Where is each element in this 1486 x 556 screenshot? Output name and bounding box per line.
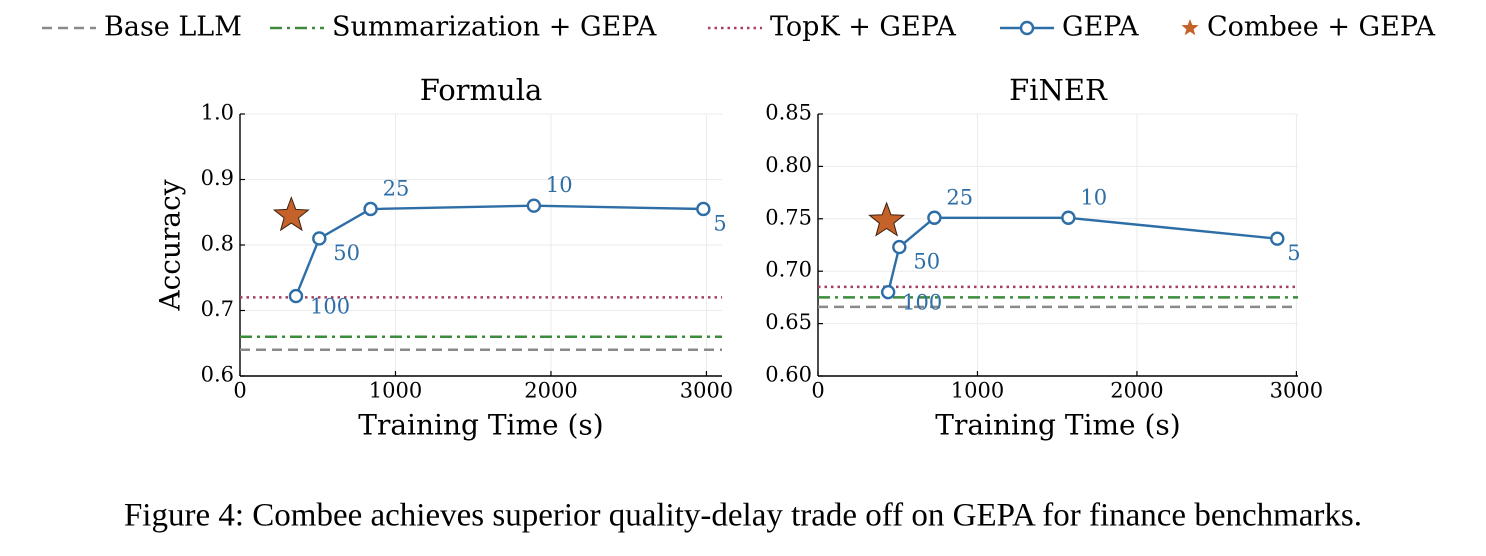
- data-point: [880, 284, 896, 300]
- legend-swatch: [1019, 20, 1035, 36]
- legend-label: Summarization + GEPA: [332, 12, 657, 43]
- data-point: [288, 288, 304, 304]
- y-tick-label: 0.65: [765, 310, 812, 334]
- point-label: 100: [902, 291, 942, 315]
- legend-label: Base LLM: [104, 12, 242, 43]
- y-tick-label: 0.7: [201, 297, 234, 321]
- data-point: [1061, 210, 1076, 225]
- point-label: 25: [946, 185, 973, 209]
- legend-label: Combee + GEPA: [1207, 12, 1436, 43]
- legend-label: GEPA: [1062, 12, 1139, 43]
- data-point: [696, 201, 711, 217]
- x-tick-label: 1000: [369, 379, 422, 403]
- data-point: [1270, 231, 1285, 246]
- x-tick-label: 2000: [1110, 379, 1163, 403]
- x-tick-label: 0: [233, 379, 246, 403]
- legend-label: TopK + GEPA: [770, 12, 956, 43]
- y-tick-label: 0.8: [201, 232, 234, 256]
- x-tick-label: 3000: [1270, 379, 1323, 403]
- point-label: 5: [1287, 241, 1300, 265]
- y-tick-label: 0.60: [765, 363, 812, 387]
- data-point: [927, 210, 942, 225]
- subplot-title: FiNER: [1009, 73, 1108, 107]
- subplot-title: Formula: [420, 73, 543, 107]
- y-tick-label: 0.6: [201, 363, 234, 387]
- data-point: [363, 201, 378, 217]
- y-axis-label: Accuracy: [154, 179, 187, 311]
- series-line: [887, 216, 1278, 293]
- x-axis-label: Training Time (s): [935, 409, 1180, 442]
- point-label: 10: [546, 173, 573, 197]
- point-label: 25: [383, 176, 410, 200]
- y-tick-label: 0.75: [765, 205, 812, 229]
- point-label: 10: [1080, 185, 1107, 209]
- data-point: [892, 239, 907, 255]
- data-point: [868, 201, 906, 237]
- data-point: [272, 196, 310, 232]
- data-point: [526, 198, 542, 213]
- y-tick-label: 0.85: [765, 101, 812, 125]
- y-tick-label: 0.70: [765, 258, 812, 282]
- legend-swatch: [1181, 19, 1199, 36]
- caption: Figure 4: Combee achieves superior quali…: [124, 498, 1362, 534]
- y-tick-label: 1.0: [201, 101, 234, 125]
- data-point: [312, 231, 327, 246]
- point-label: 5: [713, 211, 726, 235]
- x-tick-label: 3000: [680, 379, 733, 403]
- x-tick-label: 0: [811, 379, 824, 403]
- y-tick-label: 0.80: [765, 153, 812, 177]
- point-label: 50: [333, 241, 360, 265]
- x-tick-label: 2000: [524, 379, 577, 403]
- x-axis-label: Training Time (s): [358, 409, 603, 442]
- point-label: 100: [310, 295, 350, 319]
- x-tick-label: 1000: [951, 379, 1004, 403]
- y-tick-label: 0.9: [201, 166, 234, 190]
- point-label: 50: [913, 250, 940, 274]
